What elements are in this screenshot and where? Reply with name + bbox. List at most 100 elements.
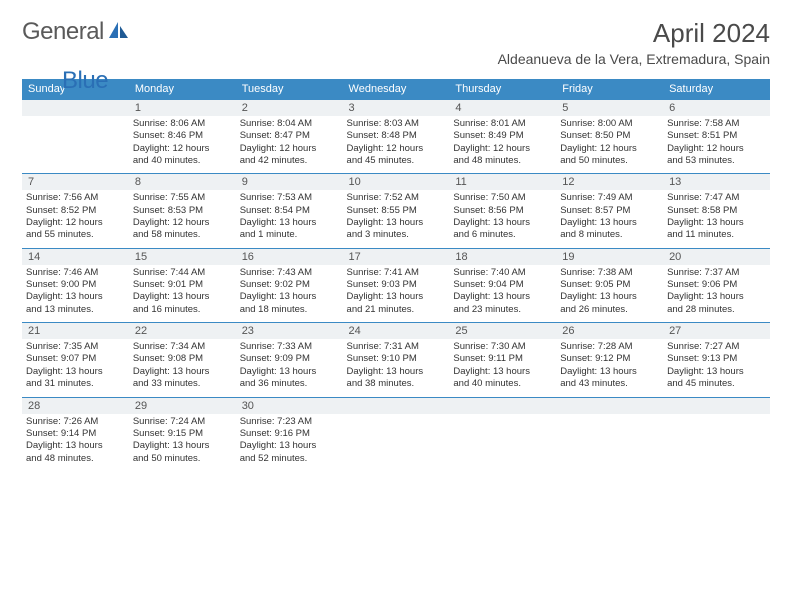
day1-text: Daylight: 13 hours [347,217,446,229]
sunset-text: Sunset: 8:54 PM [240,205,339,217]
day2-text: and 50 minutes. [560,155,659,167]
day2-text: and 8 minutes. [560,229,659,241]
date-number: 30 [236,397,343,414]
day1-text: Daylight: 13 hours [240,291,339,303]
dayhead-wed: Wednesday [343,79,450,100]
date-number: 4 [449,100,556,117]
sunrise-text: Sunrise: 7:49 AM [560,192,659,204]
day-cell: Sunrise: 7:31 AMSunset: 9:10 PMDaylight:… [343,339,450,397]
sunrise-text: Sunrise: 7:34 AM [133,341,232,353]
day-cell: Sunrise: 7:52 AMSunset: 8:55 PMDaylight:… [343,190,450,248]
sun-info: Sunrise: 7:34 AMSunset: 9:08 PMDaylight:… [133,341,232,390]
date-number: 13 [663,174,770,191]
sun-info: Sunrise: 7:23 AMSunset: 9:16 PMDaylight:… [240,416,339,465]
sunset-text: Sunset: 9:01 PM [133,279,232,291]
date-number: 17 [343,248,450,265]
day2-text: and 11 minutes. [667,229,766,241]
date-number: 29 [129,397,236,414]
day1-text: Daylight: 13 hours [26,440,125,452]
day2-text: and 21 minutes. [347,304,446,316]
day2-text: and 40 minutes. [133,155,232,167]
sunrise-text: Sunrise: 7:23 AM [240,416,339,428]
day1-text: Daylight: 12 hours [667,143,766,155]
day1-text: Daylight: 12 hours [26,217,125,229]
day1-text: Daylight: 12 hours [453,143,552,155]
sunset-text: Sunset: 8:52 PM [26,205,125,217]
sun-info: Sunrise: 7:33 AMSunset: 9:09 PMDaylight:… [240,341,339,390]
sunrise-text: Sunrise: 7:30 AM [453,341,552,353]
day2-text: and 26 minutes. [560,304,659,316]
day-cell: Sunrise: 7:23 AMSunset: 9:16 PMDaylight:… [236,414,343,471]
sun-info: Sunrise: 7:53 AMSunset: 8:54 PMDaylight:… [240,192,339,241]
date-number: 21 [22,323,129,340]
day2-text: and 13 minutes. [26,304,125,316]
day1-text: Daylight: 13 hours [347,291,446,303]
day1-text: Daylight: 13 hours [133,440,232,452]
title-block: April 2024 Aldeanueva de la Vera, Extrem… [498,18,770,67]
date-row: 123456 [22,100,770,117]
day1-text: Daylight: 13 hours [133,291,232,303]
logo: General [22,18,132,46]
info-row: Sunrise: 7:26 AMSunset: 9:14 PMDaylight:… [22,414,770,471]
day-cell: Sunrise: 7:50 AMSunset: 8:56 PMDaylight:… [449,190,556,248]
day-cell: Sunrise: 7:46 AMSunset: 9:00 PMDaylight:… [22,265,129,323]
date-row: 78910111213 [22,174,770,191]
date-number: 11 [449,174,556,191]
sunrise-text: Sunrise: 7:47 AM [667,192,766,204]
day1-text: Daylight: 12 hours [347,143,446,155]
date-number [343,397,450,414]
day1-text: Daylight: 13 hours [347,366,446,378]
day2-text: and 31 minutes. [26,378,125,390]
day-cell: Sunrise: 7:33 AMSunset: 9:09 PMDaylight:… [236,339,343,397]
sun-info: Sunrise: 8:06 AMSunset: 8:46 PMDaylight:… [133,118,232,167]
sunset-text: Sunset: 8:46 PM [133,130,232,142]
day2-text: and 36 minutes. [240,378,339,390]
day-cell: Sunrise: 7:24 AMSunset: 9:15 PMDaylight:… [129,414,236,471]
day2-text: and 50 minutes. [133,453,232,465]
sun-info: Sunrise: 8:03 AMSunset: 8:48 PMDaylight:… [347,118,446,167]
sunrise-text: Sunrise: 7:38 AM [560,267,659,279]
sunrise-text: Sunrise: 7:31 AM [347,341,446,353]
sunset-text: Sunset: 9:03 PM [347,279,446,291]
sun-info: Sunrise: 7:27 AMSunset: 9:13 PMDaylight:… [667,341,766,390]
date-number: 10 [343,174,450,191]
date-number: 23 [236,323,343,340]
info-row: Sunrise: 8:06 AMSunset: 8:46 PM Daylight:… [22,116,770,174]
day1-text: Daylight: 13 hours [453,366,552,378]
day2-text: and 18 minutes. [240,304,339,316]
day1-text: Daylight: 13 hours [560,291,659,303]
sunrise-text: Sunrise: 7:53 AM [240,192,339,204]
date-number: 24 [343,323,450,340]
location: Aldeanueva de la Vera, Extremadura, Spai… [498,51,770,67]
date-number: 8 [129,174,236,191]
date-number: 18 [449,248,556,265]
day-cell [663,414,770,471]
day-cell [22,116,129,174]
date-number: 22 [129,323,236,340]
day1-text: Daylight: 13 hours [667,217,766,229]
date-number: 2 [236,100,343,117]
sun-info: Sunrise: 7:24 AMSunset: 9:15 PMDaylight:… [133,416,232,465]
sunrise-text: Sunrise: 8:06 AM [133,118,232,130]
day-cell: Sunrise: 7:38 AMSunset: 9:05 PMDaylight:… [556,265,663,323]
day2-text: and 38 minutes. [347,378,446,390]
day2-text: and 48 minutes. [26,453,125,465]
sun-info: Sunrise: 8:04 AMSunset: 8:47 PMDaylight:… [240,118,339,167]
logo-text-general: General [22,18,104,46]
day2-text: and 40 minutes. [453,378,552,390]
day-cell: Sunrise: 7:34 AMSunset: 9:08 PMDaylight:… [129,339,236,397]
date-row: 21222324252627 [22,323,770,340]
day-cell: Sunrise: 7:35 AMSunset: 9:07 PMDaylight:… [22,339,129,397]
day2-text: and 3 minutes. [347,229,446,241]
date-number: 27 [663,323,770,340]
sun-info: Sunrise: 7:52 AMSunset: 8:55 PMDaylight:… [347,192,446,241]
sunset-text: Sunset: 8:53 PM [133,205,232,217]
sun-info: Sunrise: 7:50 AMSunset: 8:56 PMDaylight:… [453,192,552,241]
sunrise-text: Sunrise: 7:46 AM [26,267,125,279]
sun-info: Sunrise: 7:35 AMSunset: 9:07 PMDaylight:… [26,341,125,390]
month-title: April 2024 [498,18,770,49]
sun-info: Sunrise: 7:30 AMSunset: 9:11 PMDaylight:… [453,341,552,390]
date-number: 14 [22,248,129,265]
day-cell: Sunrise: 7:28 AMSunset: 9:12 PMDaylight:… [556,339,663,397]
sunrise-text: Sunrise: 7:35 AM [26,341,125,353]
